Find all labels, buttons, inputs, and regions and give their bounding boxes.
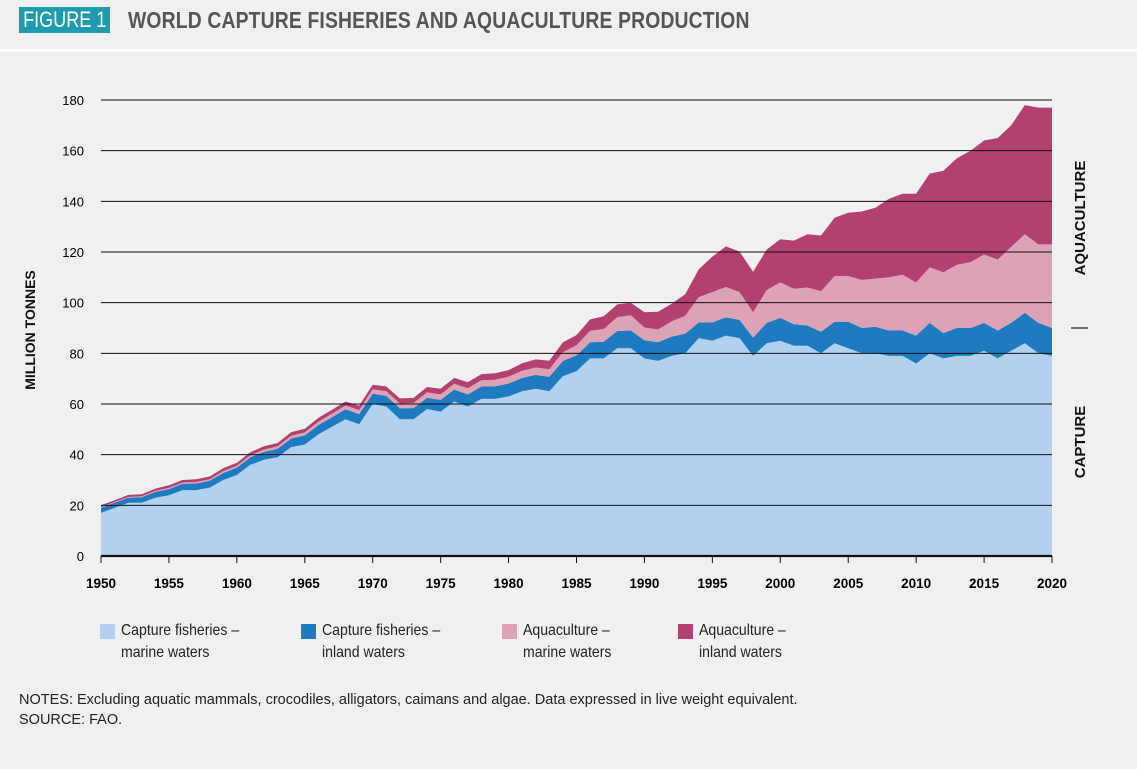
legend-label-line1: Capture fisheries – [121,622,240,639]
legend-label-line1: Aquaculture – [699,622,786,639]
figure-label: FIGURE 1 [19,7,111,33]
notes: NOTES: Excluding aquatic mammals, crocod… [19,690,798,730]
gridlines [101,99,1052,558]
legend-swatch-aquaculture-inland [678,624,693,639]
legend-label-line2: marine waters [523,644,612,661]
y-tick-label: 180 [62,93,84,108]
x-tick-label: 2010 [901,576,931,591]
x-tick-label: 1985 [561,576,592,591]
legend-swatch-capture-inland [301,624,316,639]
legend-label-line1: Capture fisheries – [322,622,441,639]
x-tick-label: 1955 [154,576,185,591]
area-capture-marine [101,335,1052,556]
figure-header: FIGURE 1 WORLD CAPTURE FISHERIES AND AQU… [19,5,869,35]
x-tick-label: 1990 [629,576,659,591]
area-capture-inland [101,312,1052,513]
y-tick-label: 100 [62,296,84,311]
legend-label-line2: inland waters [322,644,405,661]
legend-swatch-aquaculture-marine [502,624,517,639]
y-tick-label: 60 [70,397,84,412]
x-tick-label: 1975 [426,576,457,591]
x-tick-label: 1995 [697,576,728,591]
notes-text: NOTES: Excluding aquatic mammals, crocod… [19,692,798,708]
x-tick-label: 2015 [969,576,1000,591]
source-text: SOURCE: FAO. [19,712,123,728]
area-aquaculture-inland [101,105,1052,508]
y-tick-label: 160 [62,144,84,159]
area-layers [101,105,1052,556]
legend-label-line2: marine waters [121,644,210,661]
legend-item-aquaculture-marine: Aquaculture – marine waters [502,620,693,664]
y-tick-label: 120 [62,245,84,260]
x-tick-label: 1965 [290,576,321,591]
header-divider [0,49,1137,52]
side-label-capture: CAPTURE [1072,406,1089,479]
y-tick-label: 140 [62,194,84,209]
y-axis-label: MILLION TONNES [22,270,38,390]
legend: Capture fisheries – marine waters Captur… [100,620,860,670]
y-tick-label: 20 [70,498,84,513]
legend-swatch-capture-marine [100,624,115,639]
side-label-aquaculture: AQUACULTURE [1072,161,1089,276]
x-tick-label: 2005 [833,576,864,591]
legend-item-capture-inland: Capture fisheries – inland waters [301,620,492,664]
x-tick-label: 2000 [765,576,795,591]
x-tick-label: 2020 [1037,576,1067,591]
figure-title: WORLD CAPTURE FISHERIES AND AQUACULTURE … [128,6,751,33]
y-axis: 0 20 40 60 80 100 120 140 160 180 [62,93,84,564]
x-tick-label: 1950 [86,576,116,591]
x-axis: 1950 1955 1960 1965 1970 1975 1980 1985 1990 1995… [86,556,1067,591]
y-tick-label: 40 [70,448,84,463]
y-tick-label: 0 [77,549,84,564]
legend-item-aquaculture-inland: Aquaculture – inland waters [678,620,869,664]
y-tick-label: 80 [70,346,84,361]
legend-label-line1: Aquaculture – [523,622,610,639]
legend-item-capture-marine: Capture fisheries – marine waters [100,620,291,664]
x-tick-label: 1970 [358,576,388,591]
x-tick-label: 1980 [494,576,524,591]
x-tick-label: 1960 [222,576,252,591]
legend-label-line2: inland waters [699,644,782,661]
